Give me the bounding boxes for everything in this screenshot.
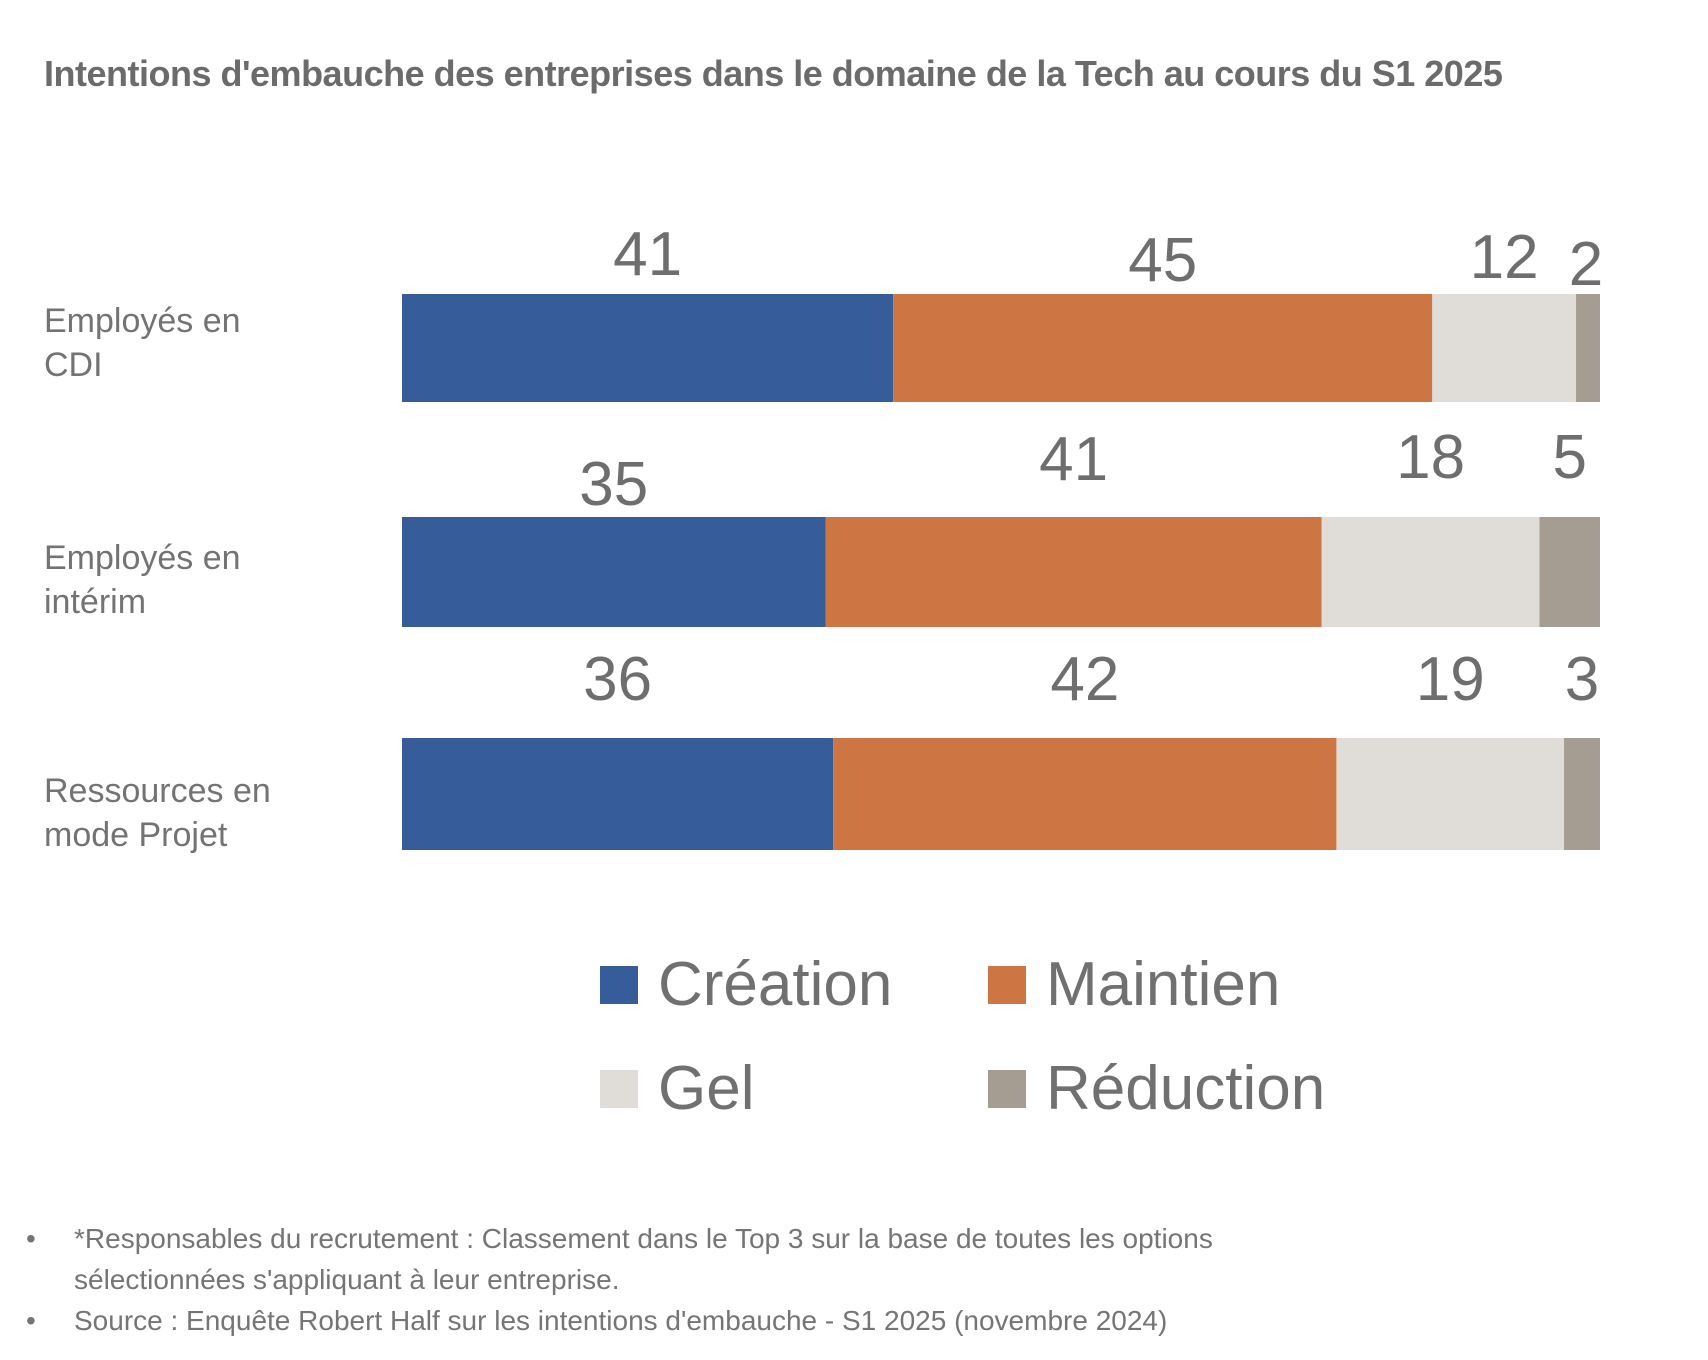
data-label-maintien: 41 (1039, 425, 1108, 494)
footnote-line: *Responsables du recrutement : Classemen… (74, 1223, 1213, 1254)
data-label-gel: 12 (1470, 223, 1539, 292)
bar-segment-reduction (1576, 294, 1600, 402)
legend-item-gel: Gel (600, 1054, 754, 1124)
footnote-respondents: • *Responsables du recrutement : Classem… (26, 1218, 1526, 1300)
legend-swatch-gel (600, 1070, 638, 1108)
bar-segment-creation (402, 517, 826, 627)
data-label-gel: 18 (1396, 423, 1465, 492)
legend-item-creation: Création (600, 950, 892, 1020)
legend-swatch-reduction (988, 1070, 1026, 1108)
data-label-gel: 19 (1416, 645, 1485, 714)
category-label: Employés en (44, 539, 241, 577)
chart-title: Intentions d'embauche des entreprises da… (44, 53, 1503, 94)
bar-segment-gel (1321, 517, 1540, 627)
footnote-line: sélectionnées s'appliquant à leur entrep… (74, 1264, 620, 1295)
bar-segment-reduction (1564, 738, 1600, 850)
bar-segment-maintien (893, 294, 1433, 402)
data-label-maintien: 45 (1128, 226, 1197, 295)
category-label: Employés en (44, 302, 241, 340)
data-label-creation: 35 (579, 450, 648, 519)
bullet-icon: • (26, 1223, 36, 1254)
bar-segment-creation (402, 738, 834, 850)
category-label: intérim (44, 583, 146, 621)
legend-label-reduction: Réduction (1046, 1054, 1326, 1123)
legend-item-reduction: Réduction (988, 1054, 1325, 1124)
footnote-line: Source : Enquête Robert Half sur les int… (74, 1305, 1168, 1336)
legend-label-gel: Gel (658, 1054, 755, 1123)
data-label-reduction: 3 (1565, 645, 1599, 714)
category-label: mode Projet (44, 816, 228, 854)
legend-label-creation: Création (658, 950, 893, 1019)
bar-segment-gel (1432, 294, 1577, 402)
stacked-bar-chart: Employés en CDI 41 45 12 2 Employés en intérim 3… (44, 220, 1603, 854)
data-label-reduction: 5 (1553, 423, 1587, 492)
footnote-source: • Source : Enquête Robert Half sur les i… (26, 1300, 1526, 1341)
bar-segment-maintien (825, 517, 1322, 627)
category-label: Ressources en (44, 772, 271, 810)
bar-segment-gel (1336, 738, 1565, 850)
bar-segment-maintien (833, 738, 1337, 850)
legend-swatch-maintien (988, 966, 1026, 1004)
data-label-reduction: 2 (1569, 230, 1603, 299)
data-label-maintien: 42 (1050, 645, 1119, 714)
bullet-icon: • (26, 1305, 36, 1336)
legend-label-maintien: Maintien (1046, 950, 1281, 1019)
data-label-creation: 41 (613, 220, 682, 289)
legend-swatch-creation (600, 966, 638, 1004)
legend-item-maintien: Maintien (988, 950, 1280, 1020)
bar-segment-reduction (1539, 517, 1600, 627)
bar-segment-creation (402, 294, 894, 402)
category-label: CDI (44, 346, 103, 384)
footnotes: • *Responsables du recrutement : Classem… (26, 1218, 1526, 1341)
data-label-creation: 36 (583, 645, 652, 714)
